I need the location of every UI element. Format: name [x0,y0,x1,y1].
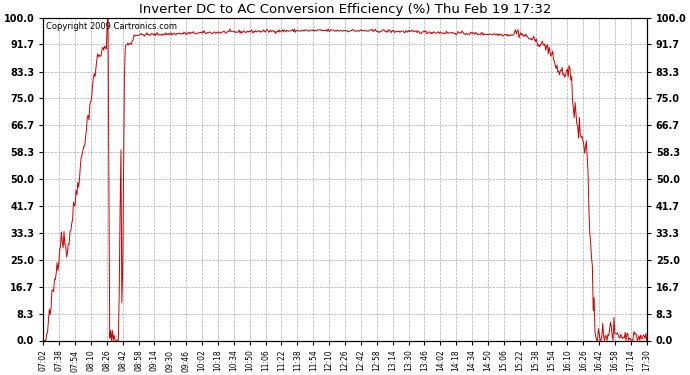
Title: Inverter DC to AC Conversion Efficiency (%) Thu Feb 19 17:32: Inverter DC to AC Conversion Efficiency … [139,3,551,16]
Text: Copyright 2009 Cartronics.com: Copyright 2009 Cartronics.com [46,22,177,32]
